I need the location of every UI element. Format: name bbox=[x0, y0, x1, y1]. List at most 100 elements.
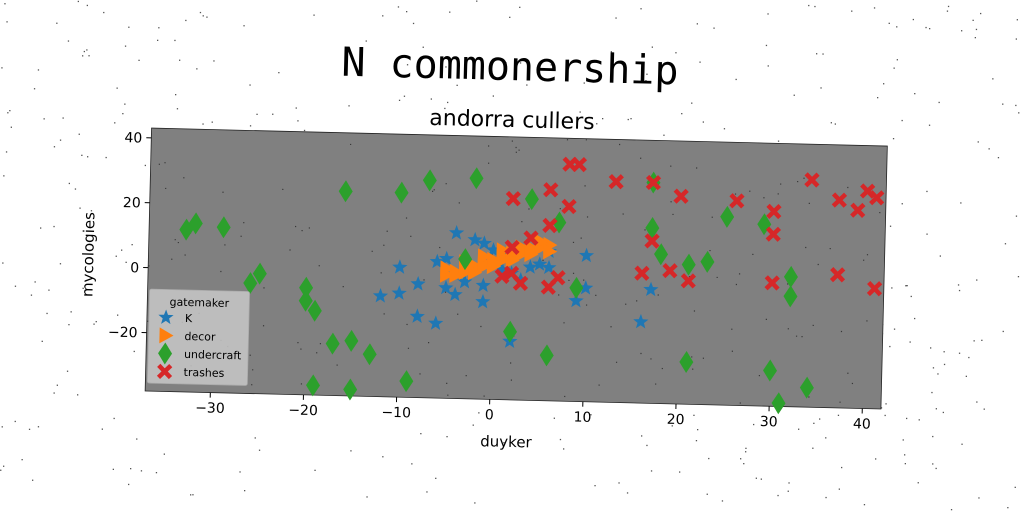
y-tick-label: 40 bbox=[124, 130, 142, 146]
data-point-K bbox=[568, 292, 584, 308]
data-point-undercraft bbox=[783, 285, 798, 308]
data-point-K bbox=[428, 315, 444, 330]
data-point-trashes bbox=[644, 233, 660, 249]
data-point-undercraft bbox=[343, 378, 358, 401]
data-point-K bbox=[457, 273, 473, 289]
data-point-trashes bbox=[561, 198, 577, 215]
series-trashes bbox=[494, 156, 885, 297]
data-point-trashes bbox=[831, 192, 848, 208]
data-point-undercraft bbox=[362, 343, 377, 366]
data-point-undercraft bbox=[325, 332, 340, 355]
data-point-K bbox=[447, 286, 463, 302]
data-point-K bbox=[410, 276, 426, 291]
data-point-undercraft bbox=[654, 243, 669, 266]
x-tick-label: −30 bbox=[195, 400, 225, 417]
data-point-K bbox=[467, 231, 483, 247]
data-point-decor bbox=[440, 260, 455, 277]
data-point-K bbox=[409, 308, 425, 324]
data-point-K bbox=[448, 224, 465, 240]
data-point-undercraft bbox=[399, 370, 414, 393]
data-point-K bbox=[392, 259, 408, 274]
data-point-decor bbox=[505, 252, 520, 269]
data-point-undercraft bbox=[344, 329, 359, 352]
data-point-undercraft bbox=[799, 376, 814, 399]
data-point-K bbox=[578, 247, 595, 263]
legend-label-trashes: trashes bbox=[183, 366, 224, 380]
data-point-undercraft bbox=[681, 253, 696, 276]
data-point-trashes bbox=[645, 174, 662, 191]
data-point-trashes bbox=[608, 173, 624, 190]
series-undercraft bbox=[179, 167, 814, 415]
legend-label-K: K bbox=[185, 312, 193, 325]
x-axis-ticks: −30 −20 −10 0 10 20 30 40 bbox=[195, 392, 871, 433]
data-point-trashes bbox=[673, 188, 689, 204]
data-point-K bbox=[541, 259, 557, 275]
data-point-decor bbox=[496, 242, 511, 259]
data-point-undercraft bbox=[539, 344, 554, 367]
data-point-undercraft bbox=[771, 392, 786, 415]
data-point-trashes bbox=[571, 156, 588, 173]
y-axis-label: mycologies bbox=[78, 212, 98, 298]
x-axis-label: duyker bbox=[480, 432, 533, 451]
data-point-trashes bbox=[523, 230, 539, 246]
x-tick-label: −20 bbox=[288, 403, 318, 420]
data-point-trashes bbox=[804, 172, 820, 188]
data-point-decor bbox=[468, 264, 483, 281]
data-point-K bbox=[438, 279, 454, 295]
data-point-K bbox=[476, 235, 492, 250]
legend-label-undercraft: undercraft bbox=[184, 348, 242, 362]
data-point-undercraft bbox=[552, 211, 567, 234]
legend-marker-trashes bbox=[156, 363, 173, 380]
data-point-trashes bbox=[550, 269, 566, 286]
chart-marks bbox=[179, 156, 885, 415]
data-point-decor bbox=[486, 258, 501, 275]
data-point-decor bbox=[533, 233, 549, 250]
data-point-decor bbox=[524, 246, 539, 263]
data-point-trashes bbox=[765, 226, 782, 242]
data-point-decor bbox=[477, 248, 492, 265]
data-point-undercraft bbox=[783, 265, 798, 288]
data-point-trashes bbox=[869, 190, 885, 206]
y-axis-ticks: −20 0 20 40 bbox=[108, 130, 152, 342]
data-point-decor bbox=[543, 243, 558, 260]
x-tick-label: 30 bbox=[760, 414, 778, 430]
x-tick-label: 40 bbox=[853, 416, 871, 432]
data-point-K bbox=[578, 280, 594, 295]
chart-subtitle: andorra cullers bbox=[429, 106, 595, 135]
data-point-undercraft bbox=[700, 250, 715, 273]
data-point-undercraft bbox=[469, 167, 484, 190]
data-point-undercraft bbox=[422, 169, 437, 192]
x-tick-label: 0 bbox=[485, 407, 494, 423]
data-point-trashes bbox=[634, 265, 650, 281]
data-point-undercraft bbox=[763, 359, 778, 382]
data-point-trashes bbox=[680, 273, 697, 289]
data-point-K bbox=[633, 313, 649, 329]
y-tick-label: −20 bbox=[108, 325, 138, 342]
data-point-trashes bbox=[766, 203, 782, 220]
data-point-undercraft bbox=[394, 181, 409, 204]
data-point-trashes bbox=[504, 239, 520, 256]
series-decor bbox=[439, 233, 558, 284]
data-point-undercraft bbox=[757, 213, 772, 236]
data-point-trashes bbox=[866, 280, 883, 297]
data-point-undercraft bbox=[216, 216, 231, 239]
data-point-trashes bbox=[543, 182, 559, 198]
data-point-K bbox=[643, 281, 659, 297]
data-point-undercraft bbox=[298, 289, 313, 312]
legend-marker-K bbox=[158, 309, 174, 325]
data-point-K bbox=[475, 293, 491, 309]
legend-title: gatemaker bbox=[169, 296, 229, 310]
data-point-trashes bbox=[729, 193, 745, 209]
data-point-undercraft bbox=[720, 205, 735, 228]
data-point-K bbox=[429, 253, 445, 269]
y-tick-label: 20 bbox=[123, 195, 141, 211]
data-point-K bbox=[475, 277, 491, 293]
x-tick-label: −10 bbox=[381, 405, 411, 422]
data-point-undercraft bbox=[569, 276, 584, 299]
data-point-trashes bbox=[850, 202, 866, 218]
data-point-trashes bbox=[494, 268, 510, 284]
data-point-undercraft bbox=[188, 212, 203, 235]
data-point-undercraft bbox=[252, 262, 267, 285]
data-point-K bbox=[485, 242, 502, 257]
